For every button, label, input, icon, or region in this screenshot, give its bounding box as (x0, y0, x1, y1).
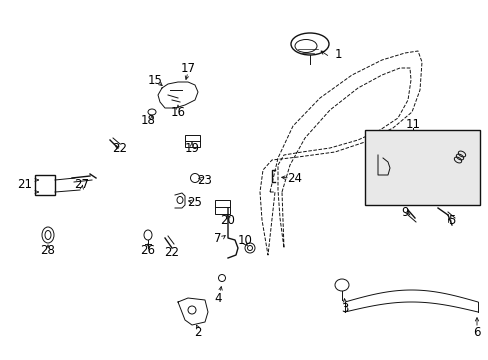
Text: 25: 25 (187, 195, 202, 208)
Text: 11: 11 (405, 118, 420, 131)
Text: 3: 3 (341, 302, 348, 315)
Text: 2: 2 (194, 325, 202, 338)
Bar (35, 175, 55, 195)
Text: 14: 14 (382, 141, 397, 154)
Text: 5: 5 (447, 213, 455, 226)
Bar (364, 130, 479, 205)
Text: 26: 26 (140, 243, 155, 256)
Text: 22: 22 (164, 246, 179, 258)
Text: 9: 9 (401, 206, 408, 219)
Text: 15: 15 (147, 73, 162, 86)
Text: 23: 23 (197, 174, 212, 186)
Text: 13: 13 (424, 171, 439, 184)
Bar (184, 135, 200, 147)
Text: 22: 22 (112, 141, 127, 154)
Text: 21: 21 (18, 179, 32, 192)
Text: 24: 24 (287, 171, 302, 184)
Text: 10: 10 (237, 234, 252, 247)
Bar (215, 200, 229, 214)
Text: 1: 1 (334, 49, 341, 62)
Text: 7: 7 (214, 231, 221, 244)
Text: 6: 6 (472, 325, 480, 338)
Text: 18: 18 (140, 113, 155, 126)
Text: 16: 16 (170, 105, 185, 118)
Text: 20: 20 (220, 213, 235, 226)
Text: 12: 12 (460, 141, 474, 154)
Text: 27: 27 (74, 179, 89, 192)
Text: 4: 4 (214, 292, 221, 305)
Text: 19: 19 (184, 141, 199, 154)
Text: 17: 17 (180, 62, 195, 75)
Text: 8: 8 (427, 192, 435, 204)
Text: 28: 28 (41, 243, 55, 256)
